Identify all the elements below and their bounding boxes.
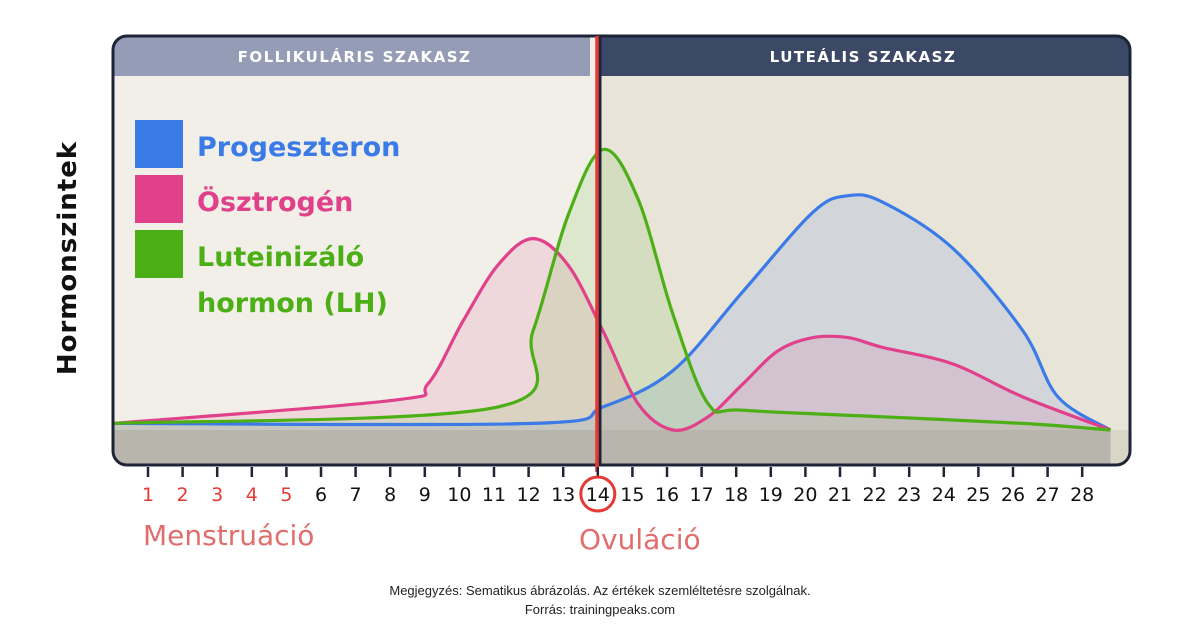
- x-tick-label-10: 10: [447, 484, 471, 506]
- menstruation-label: Menstruáció: [143, 519, 314, 552]
- x-tick-label-28: 28: [1070, 484, 1094, 506]
- ovulation-day-circle: [579, 475, 617, 513]
- legend-label-progeszteron: Progeszteron: [197, 132, 400, 163]
- footnote-source: Forrás: trainingpeaks.com: [524, 602, 676, 617]
- x-tick-label-15: 15: [620, 484, 644, 506]
- series-area-luteinizl: [113, 149, 1111, 465]
- phase-header-luteal: [600, 36, 1130, 76]
- legend-swatch-progeszteron: [135, 120, 183, 168]
- x-tick-label-22: 22: [863, 484, 887, 506]
- x-tick-label-20: 20: [793, 484, 817, 506]
- x-tick-label-17: 17: [690, 484, 714, 506]
- legend-label-sztrogn: Ösztrogén: [197, 185, 353, 218]
- phase-label-luteal: LUTEÁLIS SZAKASZ: [770, 47, 957, 66]
- plot-border: [111, 34, 1132, 467]
- ovulation-day-label: 14: [586, 484, 610, 506]
- x-tick-label-8: 8: [384, 484, 396, 506]
- x-tick-label-13: 13: [551, 484, 575, 506]
- x-tick-label-25: 25: [966, 484, 990, 506]
- x-tick-label-7: 7: [350, 484, 362, 506]
- x-tick-label-19: 19: [759, 484, 783, 506]
- legend-swatch-luteinizl: [135, 230, 183, 278]
- phase-background-follicular: [113, 36, 596, 465]
- x-tick-label-5: 5: [280, 484, 292, 506]
- phase-header-follicular: [113, 36, 590, 76]
- series-line-progeszteron: [113, 193, 1112, 432]
- legend-swatch-sztrogn: [135, 175, 183, 223]
- series-line-sztrogn: [113, 237, 1112, 432]
- x-tick-label-9: 9: [419, 484, 431, 506]
- baseline-fill: [113, 430, 1130, 465]
- ovulation-label: Ovuláció: [579, 523, 701, 556]
- x-tick-label-4: 4: [246, 484, 258, 506]
- x-tick-label-23: 23: [897, 484, 921, 506]
- x-tick-label-3: 3: [211, 484, 223, 506]
- x-tick-label-18: 18: [724, 484, 748, 506]
- x-tick-label-21: 21: [828, 484, 852, 506]
- x-tick-label-6: 6: [315, 484, 327, 506]
- x-tick-label-11: 11: [482, 484, 506, 506]
- phase-background-luteal: [596, 36, 1130, 465]
- y-axis-label: Hormonszintek: [53, 141, 83, 375]
- phase-label-follicular: FOLLIKULÁRIS SZAKASZ: [238, 47, 472, 66]
- series-line-luteinizl: [113, 147, 1111, 432]
- x-tick-label-24: 24: [932, 484, 956, 506]
- hormone-chart: FOLLIKULÁRIS SZAKASZ LUTEÁLIS SZAKASZ Prog…: [53, 34, 1132, 556]
- x-tick-label-2: 2: [177, 484, 189, 506]
- x-tick-label-12: 12: [517, 484, 541, 506]
- x-tick-label-26: 26: [1001, 484, 1025, 506]
- series-area-progeszteron: [113, 194, 1111, 465]
- x-tick-label-27: 27: [1036, 484, 1060, 506]
- footnote-note: Megjegyzés: Sematikus ábrázolás. Az érté…: [389, 583, 811, 598]
- x-tick-label-1: 1: [142, 484, 154, 506]
- x-tick-label-16: 16: [655, 484, 679, 506]
- legend-label-luteinizl: Luteinizáló hormon (LH): [197, 242, 388, 319]
- plot-area: [113, 36, 1130, 465]
